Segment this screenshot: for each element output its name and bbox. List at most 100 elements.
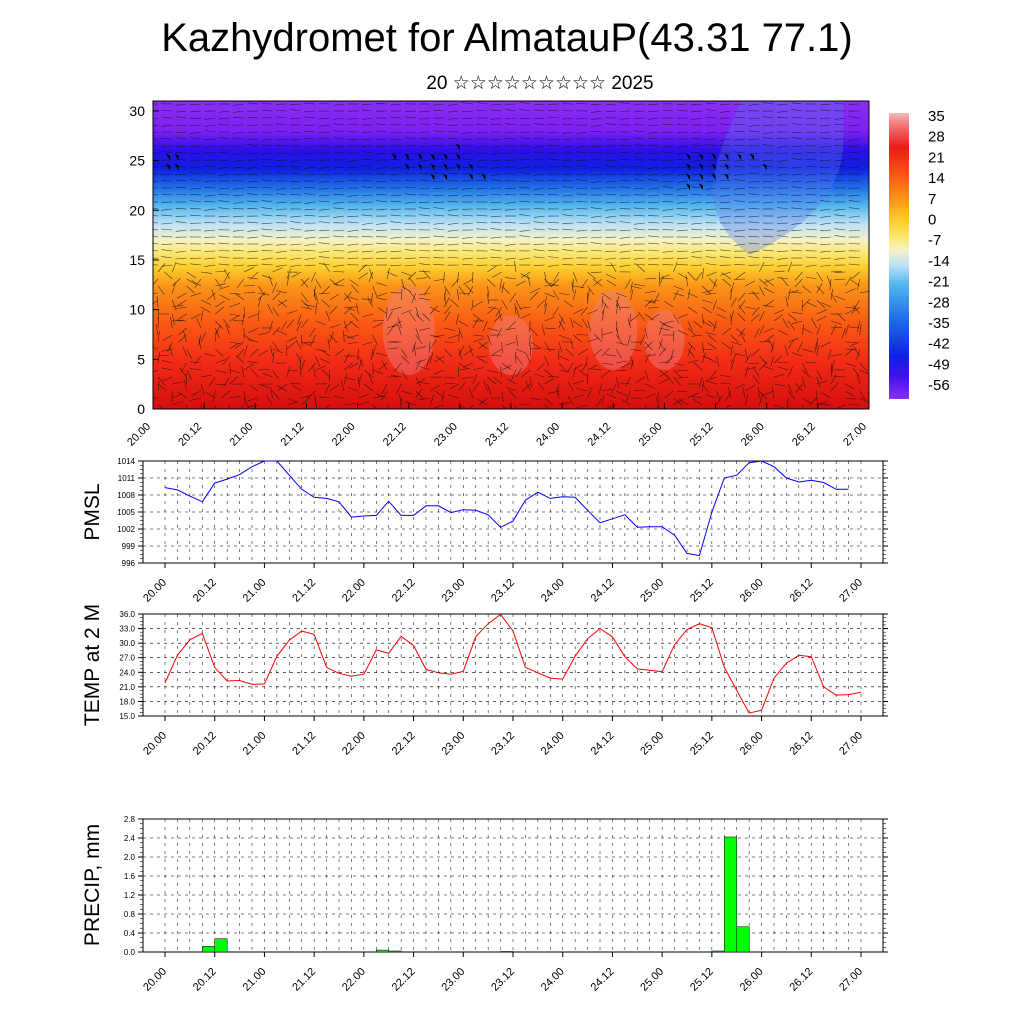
wind-barb <box>794 278 803 288</box>
y-tick-label: 25 <box>129 153 145 169</box>
wind-barb <box>390 116 402 119</box>
wind-barb <box>593 279 603 287</box>
wind-barb <box>648 166 660 169</box>
wind-barb <box>161 193 173 196</box>
wind-barb <box>343 373 348 385</box>
wind-barb <box>204 208 216 211</box>
wind-barb <box>562 117 574 120</box>
wind-barb <box>372 345 376 357</box>
wind-barb <box>820 208 832 211</box>
wind-barb <box>662 110 674 112</box>
wind-barb <box>286 319 295 329</box>
wind-barb <box>419 366 431 371</box>
wind-barb <box>850 279 860 287</box>
wind-barb <box>794 271 803 281</box>
wind-barb <box>490 355 502 357</box>
wind-barb <box>791 102 803 105</box>
wind-barb <box>153 236 159 238</box>
wind-barb <box>762 116 774 119</box>
wind-barb <box>448 334 459 339</box>
wind-barb <box>605 165 617 168</box>
wind-barb <box>376 257 388 260</box>
wind-barb <box>752 375 760 385</box>
wind-barb <box>429 385 440 392</box>
wind-barb <box>834 235 846 238</box>
wind-barb <box>175 145 187 148</box>
wind-barb <box>175 229 187 232</box>
wind-barb <box>261 263 273 266</box>
wind-barb <box>458 382 466 392</box>
wind-barb <box>275 201 287 204</box>
wind-flag <box>468 163 473 171</box>
wind-barb <box>318 236 330 239</box>
wind-barb <box>605 393 617 399</box>
wind-barb <box>381 390 388 401</box>
precip-y-ticks: 0.00.40.81.21.62.02.42.8 <box>124 815 888 957</box>
wind-barb <box>487 376 497 385</box>
wind-barb <box>229 396 241 399</box>
wind-barb <box>777 229 789 232</box>
wind-barb <box>487 285 490 297</box>
wind-barb <box>558 320 565 331</box>
wind-barb <box>619 306 631 309</box>
wind-barb <box>434 369 445 375</box>
wind-barb <box>648 264 660 266</box>
wind-barb <box>376 242 388 245</box>
wind-barb <box>673 261 678 273</box>
wind-barb <box>659 274 670 280</box>
wind-barb <box>633 179 645 182</box>
wind-barb <box>476 257 488 259</box>
wind-barb <box>169 345 173 357</box>
wind-barb <box>462 110 474 113</box>
wind-barb <box>487 265 497 273</box>
wind-barb <box>232 215 244 218</box>
wind-barb <box>433 243 445 246</box>
wind-barb <box>476 131 488 134</box>
wind-barb <box>301 397 310 406</box>
wind-barb <box>519 200 531 203</box>
wind-barb <box>691 334 703 337</box>
wind-barb <box>290 180 302 183</box>
wind-barb <box>590 166 602 168</box>
wind-barb <box>576 165 588 168</box>
wind-barb <box>304 102 316 105</box>
wind-barb <box>562 186 574 189</box>
wind-barb <box>719 249 731 252</box>
wind-barb <box>648 131 660 134</box>
wind-barb <box>172 401 183 406</box>
wind-barb <box>390 159 402 161</box>
wind-barb <box>687 320 693 332</box>
wind-barb <box>707 342 717 350</box>
wind-barb <box>318 396 330 399</box>
wind-barb <box>691 250 703 253</box>
wind-barb <box>691 117 703 120</box>
wind-barb <box>321 299 330 308</box>
wind-barb <box>261 194 273 196</box>
wind-barb <box>157 263 166 273</box>
wind-barb <box>329 305 338 315</box>
wind-barb <box>777 250 789 252</box>
y-tick-label: 1002 <box>117 525 135 534</box>
wind-barb <box>433 201 445 203</box>
wind-barb <box>211 289 216 301</box>
wind-barb <box>791 249 803 252</box>
wind-barb <box>802 285 812 294</box>
wind-barb <box>232 187 244 190</box>
wind-barb <box>476 145 488 148</box>
wind-barb <box>504 187 517 190</box>
wind-barb <box>457 271 459 283</box>
wind-flag <box>698 173 703 181</box>
x-tick-label: 20.12 <box>191 730 219 758</box>
wind-barb <box>404 131 416 133</box>
wind-barb <box>644 383 656 389</box>
wind-barb <box>762 131 774 134</box>
wind-barb <box>277 299 288 307</box>
wind-barb <box>153 257 159 259</box>
wind-barb <box>157 376 166 386</box>
wind-barb <box>495 306 502 317</box>
wind-barb <box>820 194 832 197</box>
wind-barb <box>648 201 660 204</box>
wind-barb <box>247 200 259 203</box>
wind-barb <box>748 124 760 127</box>
wind-barb <box>444 382 456 385</box>
